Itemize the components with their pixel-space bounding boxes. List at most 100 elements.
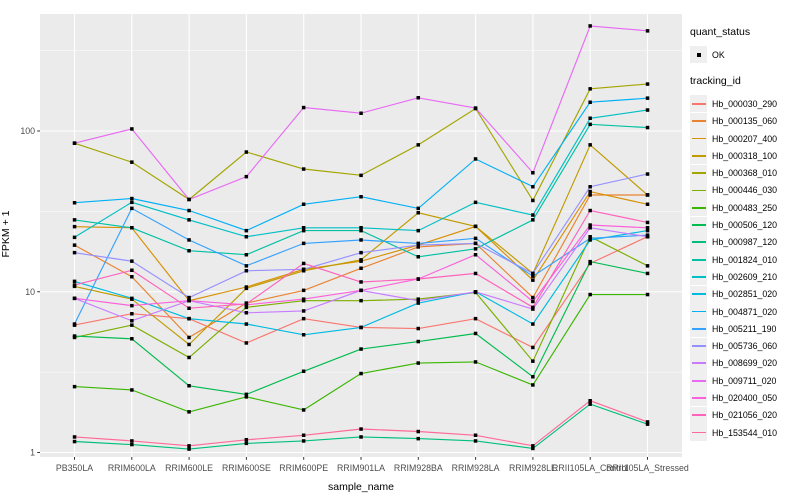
legend-entry-label: Hb_009711_020 [712, 375, 777, 386]
data-point [588, 24, 592, 28]
legend-title-quant-status: quant_status [690, 26, 751, 38]
data-point [645, 82, 650, 86]
data-point [645, 271, 650, 276]
data-point [416, 301, 420, 305]
data-point [72, 384, 77, 389]
legend-tracking-entries: Hb_000030_290 Hb_000135_060 Hb_000207_400 H… [690, 95, 798, 442]
data-point [301, 241, 306, 246]
legend-key-box [690, 337, 707, 355]
data-point [244, 235, 249, 239]
data-point [531, 218, 535, 222]
legend-line-swatch [691, 431, 706, 434]
legend-key-box [690, 424, 707, 442]
legend-entry-Hb_002851_020: Hb_002851_020 [690, 285, 798, 303]
x-tick-label: RRII105LA_Stressed [606, 463, 689, 473]
legend-key-box [690, 147, 707, 165]
data-point [72, 250, 77, 255]
data-point [359, 238, 363, 242]
legend-entry-Hb_002609_210: Hb_002609_210 [690, 268, 798, 286]
legend-line-swatch [691, 206, 706, 209]
data-point [359, 427, 363, 431]
data-point [359, 435, 363, 439]
x-tick-label: RRII105LA_Control [552, 463, 628, 473]
data-point [588, 399, 592, 403]
data-point [359, 195, 363, 199]
data-point [187, 238, 191, 242]
data-point [244, 392, 249, 397]
data-point [72, 435, 77, 439]
legend-line-swatch [691, 172, 706, 175]
data-point [130, 196, 134, 201]
data-point [588, 185, 592, 189]
data-point [645, 193, 650, 197]
legend-entry-Hb_000987_120: Hb_000987_120 [690, 233, 798, 251]
data-point [187, 295, 191, 300]
legend-line-swatch [691, 137, 706, 140]
data-point [72, 243, 77, 247]
data-point [301, 439, 306, 443]
legend-entry-label: Hb_000446_030 [712, 185, 778, 196]
legend-key-box [690, 406, 707, 424]
data-point [473, 200, 478, 205]
data-point [187, 447, 191, 451]
legend-entry-label: Hb_000368_010 [712, 168, 778, 179]
legend-key-box [690, 216, 707, 234]
data-point [588, 259, 592, 264]
data-point [301, 309, 306, 313]
data-point [72, 439, 77, 444]
data-point [187, 197, 191, 202]
legend-key-box [690, 372, 707, 390]
point-marker-icon [696, 52, 701, 57]
legend-entry-Hb_000030_290: Hb_000030_290 [690, 95, 798, 113]
legend-entry-label: Hb_008699_020 [712, 358, 778, 369]
data-point [531, 213, 535, 217]
data-point [187, 298, 191, 303]
legend-entry-quant-ok: OK [690, 46, 798, 64]
data-point [187, 355, 191, 360]
data-point [359, 111, 363, 115]
data-point [72, 141, 77, 145]
legend-line-swatch [691, 120, 706, 123]
legend-key-box [690, 46, 707, 64]
legend-entry-Hb_005736_060: Hb_005736_060 [690, 337, 798, 355]
data-point [72, 322, 77, 326]
data-point [645, 29, 650, 33]
legend-key-box [690, 251, 707, 269]
legend-key-box [690, 354, 707, 372]
legend-entry-label: Hb_000207_400 [712, 133, 778, 144]
data-point [244, 150, 249, 154]
data-point [588, 189, 592, 194]
data-point [531, 383, 535, 387]
legend-entry-Hb_000506_120: Hb_000506_120 [690, 216, 798, 234]
data-point [244, 438, 249, 442]
data-point [187, 218, 191, 222]
x-axis-title: sample_name [328, 481, 394, 493]
data-point [244, 302, 249, 306]
data-point [301, 316, 306, 321]
data-point [588, 402, 592, 406]
data-point [301, 288, 306, 293]
y-tick-label: 100 [20, 126, 35, 136]
data-point [531, 375, 535, 379]
data-point [72, 218, 77, 222]
data-point [531, 299, 535, 304]
data-point [645, 202, 650, 206]
data-point [588, 116, 592, 120]
data-point [72, 296, 77, 301]
data-point [531, 185, 535, 189]
data-point [130, 200, 134, 205]
data-point [645, 235, 650, 239]
data-point [416, 436, 420, 441]
data-point [130, 388, 134, 392]
y-tick-label: 1 [30, 448, 35, 458]
data-point [301, 297, 306, 301]
data-point [359, 226, 363, 230]
legend-key-box [690, 164, 707, 182]
legend-entry-label: Hb_005736_060 [712, 341, 778, 352]
data-point [244, 228, 249, 233]
legend-entry-Hb_009711_020: Hb_009711_020 [690, 372, 798, 390]
legend-line-swatch [691, 276, 706, 278]
legend-entry-label: Hb_153544_010 [712, 427, 778, 438]
data-point [187, 384, 191, 388]
